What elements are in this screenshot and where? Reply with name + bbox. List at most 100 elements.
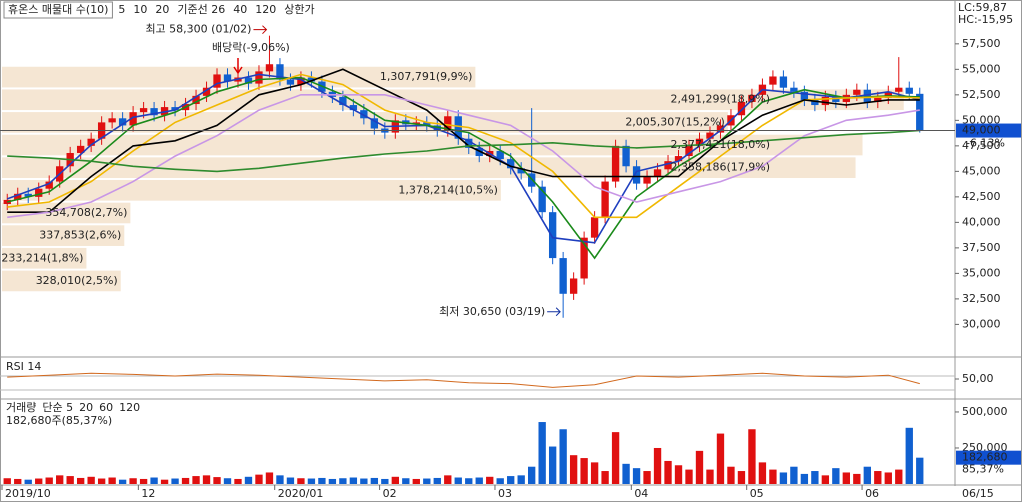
- volume-bar: [150, 477, 158, 484]
- volume-profile-label: 2,377,421(18,0%): [670, 138, 770, 151]
- y-tick-label: 52,500: [962, 88, 1001, 101]
- volume-profile-label: 2,491,299(18,9%): [670, 93, 770, 106]
- candle-body: [150, 108, 158, 116]
- volume-bar: [622, 463, 630, 484]
- volume-bar: [286, 477, 295, 484]
- volume-bar: [758, 462, 767, 484]
- last-price-box: [956, 123, 1021, 138]
- volume-bar: [916, 457, 924, 484]
- legend-item: 단순 5: [42, 401, 73, 414]
- moving-average-line: [7, 129, 920, 173]
- volume-bar: [265, 472, 274, 484]
- moving-average-line: [7, 94, 920, 219]
- candle-body: [622, 145, 630, 167]
- candle-body: [548, 212, 557, 259]
- volume-profile-band: [2, 66, 476, 88]
- legend-title: 휴온스 매물대 수(10): [8, 3, 108, 16]
- volume-bar: [139, 478, 148, 484]
- legend-item: 10: [133, 3, 147, 16]
- candle-body: [496, 150, 504, 160]
- legend-item: 거래량: [6, 401, 36, 414]
- candle-body: [276, 64, 284, 80]
- volume-bar: [14, 478, 22, 484]
- date-label: 06/15: [962, 487, 994, 500]
- volume-profile-band: [2, 247, 87, 269]
- hc-label: HC:-15,95: [958, 13, 1013, 26]
- volume-bar: [255, 474, 263, 484]
- volume-bar: [412, 478, 420, 484]
- candle-body: [244, 77, 253, 84]
- volume-bar: [454, 477, 462, 484]
- volume-bar: [45, 477, 53, 484]
- candle-body: [905, 87, 913, 94]
- moving-average-line: [7, 76, 920, 260]
- volume-bar: [402, 478, 410, 484]
- candle-body: [664, 161, 672, 170]
- volume-bar: [129, 478, 137, 484]
- candle-body: [748, 94, 756, 102]
- volume-bar: [685, 469, 693, 484]
- volume-bar: [465, 478, 473, 484]
- volume-bar: [874, 471, 882, 484]
- volume-bar: [842, 472, 851, 484]
- candle-body: [779, 76, 788, 88]
- volume-bar: [863, 466, 871, 484]
- volume-bar: [318, 477, 326, 484]
- candle-body: [863, 89, 871, 102]
- candle-body: [202, 87, 211, 96]
- dividend-annotation: 배당락(-9,06%): [212, 41, 290, 54]
- candle-body: [307, 77, 316, 82]
- candle-body: [35, 188, 43, 197]
- legend-item: 40: [233, 3, 247, 16]
- legend-item: 기준선 26: [177, 3, 225, 16]
- candle-body: [454, 116, 462, 139]
- candle-body: [653, 169, 662, 177]
- candle-body: [423, 122, 431, 126]
- x-tick-label: 05: [750, 487, 764, 500]
- candle-body: [800, 91, 809, 100]
- volume-bar: [391, 476, 399, 484]
- x-tick-label: 04: [634, 487, 648, 500]
- volume-bar: [234, 478, 242, 484]
- candle-body: [265, 64, 274, 72]
- candle-body: [24, 193, 32, 197]
- volume-bar: [76, 477, 85, 484]
- volume-bar: [423, 478, 431, 484]
- low-annotation: 최저 30,650 (03/19): [439, 305, 545, 318]
- volume-bar: [590, 462, 599, 484]
- volume-bar: [223, 478, 232, 484]
- candle-body: [444, 116, 452, 131]
- y-tick-label: 500,000: [962, 405, 1008, 418]
- rsi-line: [7, 372, 920, 388]
- arrow: [547, 307, 561, 317]
- moving-average-line: [6, 73, 920, 244]
- y-tick-label: 40,000: [962, 215, 1001, 228]
- candle-body: [349, 105, 358, 111]
- volume-bar: [160, 479, 169, 484]
- candle-body: [874, 97, 882, 102]
- volume-bar: [35, 478, 43, 484]
- legend-item: 120: [255, 3, 276, 16]
- x-tick-label: 2020/01: [278, 487, 324, 500]
- volume-bar: [24, 479, 32, 484]
- y-tick-label: 47,500: [962, 139, 1001, 152]
- y-tick-label: 50,000: [962, 113, 1001, 126]
- legend-box: [3, 1, 113, 19]
- volume-bar: [580, 458, 588, 484]
- candle-body: [695, 138, 704, 146]
- y-tick-label: 35,000: [962, 266, 1001, 279]
- candle-body: [706, 132, 714, 139]
- candle-body: [674, 156, 683, 162]
- y-tick-label: 50,00: [962, 372, 994, 385]
- legend-item: 20: [155, 3, 169, 16]
- volume-bar: [884, 472, 892, 484]
- volume-bar: [674, 465, 683, 484]
- volume-bar: [370, 477, 379, 484]
- last-price-label: 49,000: [962, 124, 1001, 137]
- candle-body: [517, 168, 525, 174]
- moving-average-line: [7, 73, 920, 219]
- volume-profile-label: 1,307,791(9,9%): [380, 70, 473, 83]
- candle-body: [14, 193, 22, 200]
- candle-body: [297, 77, 305, 85]
